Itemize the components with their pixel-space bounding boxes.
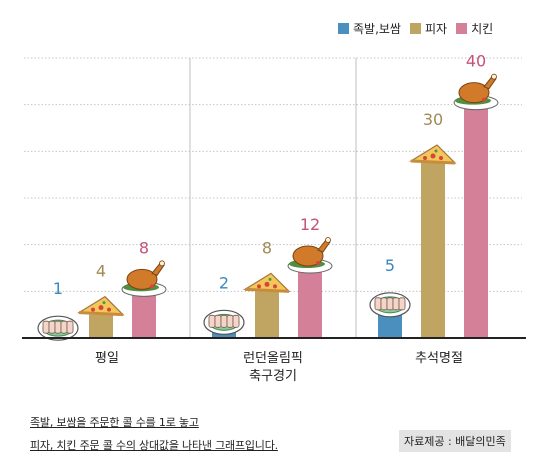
legend-swatch-jokbal: [338, 23, 349, 34]
bar-2-2: [464, 104, 488, 339]
footnote-line-2: 피자, 치킨 주문 콜 수의 상대값을 나타낸 그래프입니다.: [30, 439, 278, 452]
data-label: 2: [219, 273, 229, 292]
jokbal-icon: [37, 315, 79, 341]
data-label: 1: [53, 279, 63, 298]
legend-item-jokbal: 족발,보쌈: [338, 20, 401, 37]
data-label: 8: [139, 238, 149, 257]
legend-swatch-pizza: [409, 23, 421, 34]
legend-label-chicken: 치킨: [471, 22, 494, 36]
pizza-icon: [77, 295, 125, 317]
legend-label-jokbal: 족발,보쌈: [353, 22, 401, 36]
data-label: 12: [300, 215, 320, 234]
legend-label-pizza: 피자: [424, 22, 448, 36]
x-tick-label: 추석명절: [415, 351, 463, 366]
legend: 족발,보쌈 피자 치킨: [338, 20, 502, 37]
data-label: 40: [466, 52, 486, 71]
chicken-icon: [121, 260, 167, 297]
bar-1-0: [89, 314, 113, 338]
legend-item-pizza: 피자: [409, 20, 448, 37]
footnote-line-1: 족발, 보쌈을 주문한 콜 수를 1로 놓고: [30, 416, 199, 429]
legend-swatch-chicken: [456, 23, 468, 34]
jokbal-icon: [369, 292, 411, 318]
bar-2-0: [132, 291, 156, 338]
x-tick-label: 축구경기: [249, 369, 297, 384]
chicken-icon: [287, 237, 333, 274]
data-label: 8: [262, 238, 272, 257]
data-label: 30: [423, 110, 443, 129]
chicken-icon: [453, 73, 499, 111]
pizza-icon: [409, 144, 457, 165]
bar-1-1: [255, 291, 279, 338]
source-credit: 자료제공 : 배달의민족: [399, 430, 511, 452]
jokbal-icon: [203, 309, 245, 335]
bar-2-1: [298, 268, 322, 338]
x-tick-label: 런던올림픽: [243, 351, 303, 366]
bar-1-2: [421, 163, 445, 338]
legend-item-chicken: 치킨: [456, 20, 493, 37]
data-label: 5: [385, 256, 395, 275]
x-tick-label: 평일: [95, 351, 119, 366]
pizza-icon: [243, 272, 291, 293]
data-label: 4: [96, 262, 106, 281]
